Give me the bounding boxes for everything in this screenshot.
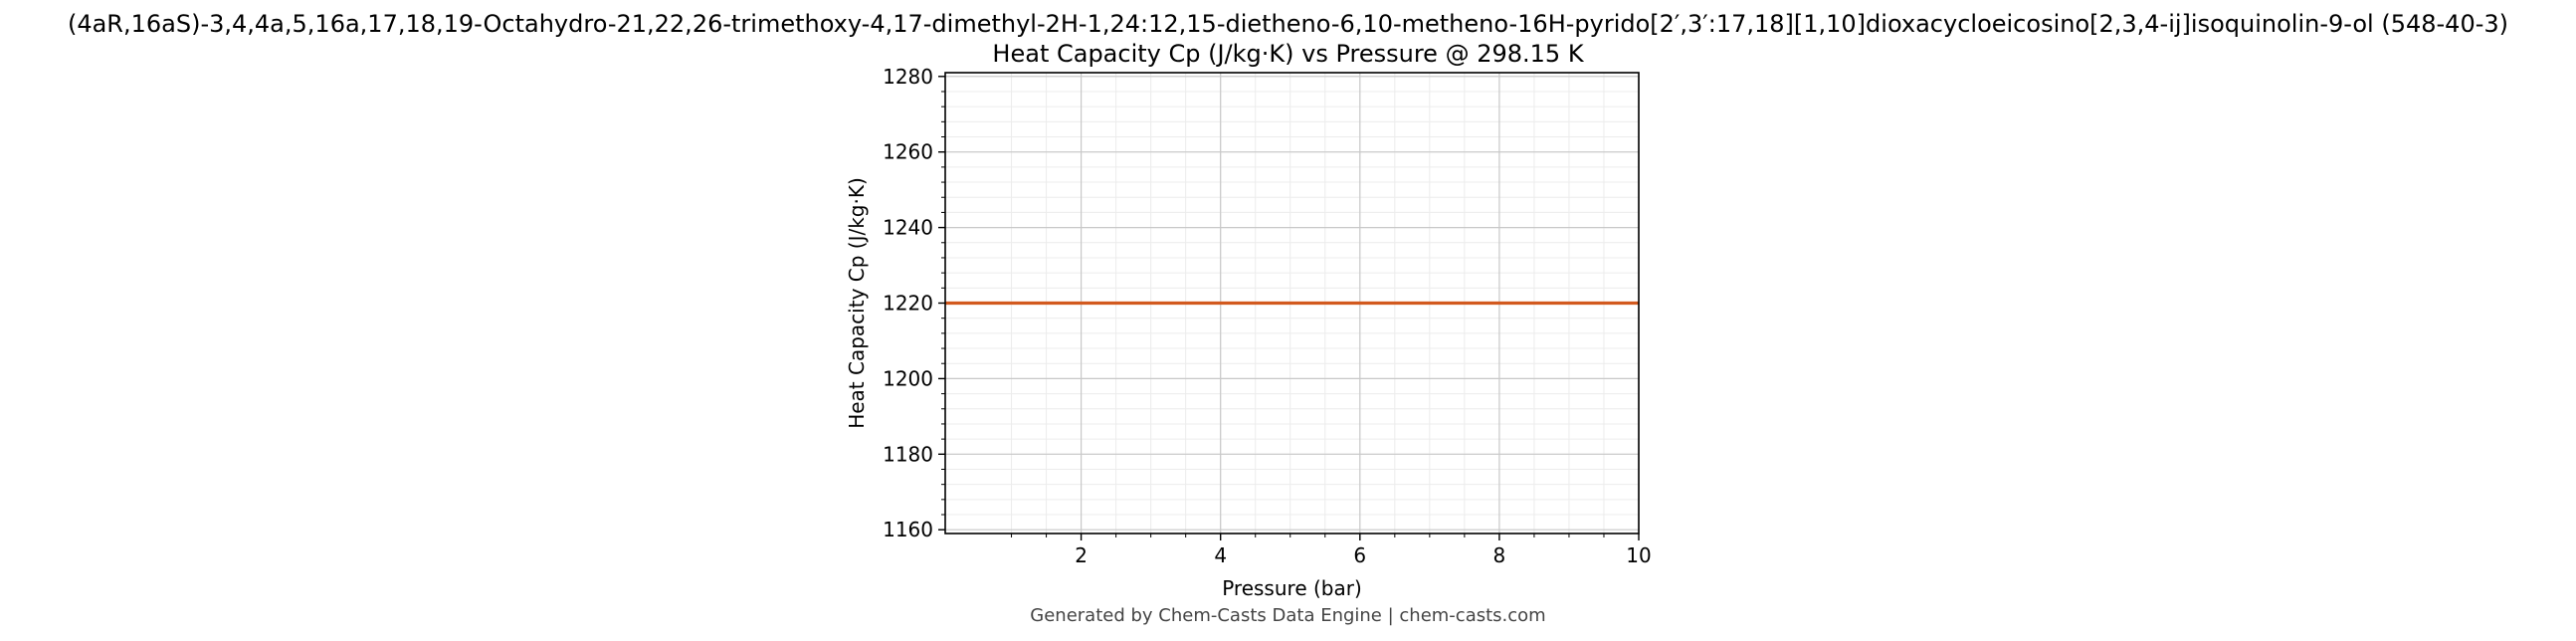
y-tick-label: 1220 bbox=[883, 292, 933, 316]
y-tick-label: 1200 bbox=[883, 366, 933, 390]
y-tick-label: 1240 bbox=[883, 216, 933, 240]
chart-subtitle: Heat Capacity Cp (J/kg·K) vs Pressure @ … bbox=[992, 40, 1584, 68]
y-axis-label: Heat Capacity Cp (J/kg·K) bbox=[845, 177, 869, 429]
y-tick-label: 1280 bbox=[883, 65, 933, 89]
x-tick-label: 2 bbox=[1075, 543, 1088, 567]
x-tick-label: 8 bbox=[1493, 543, 1506, 567]
y-tick-label: 1180 bbox=[883, 442, 933, 466]
y-tick-label: 1260 bbox=[883, 140, 933, 164]
footer-credit: Generated by Chem-Casts Data Engine | ch… bbox=[1030, 605, 1545, 626]
ticks: 2 4 6 8 10 1160 1180 1200 1220 1240 1260 1280 bbox=[883, 65, 1652, 567]
x-tick-label: 10 bbox=[1626, 543, 1651, 567]
x-tick-label: 6 bbox=[1353, 543, 1366, 567]
x-tick-label: 4 bbox=[1214, 543, 1227, 567]
chart-title: (4aR,16aS)-3,4,4a,5,16a,17,18,19-Octahyd… bbox=[68, 10, 2508, 38]
x-axis-label: Pressure (bar) bbox=[1222, 576, 1362, 600]
y-tick-label: 1160 bbox=[883, 518, 933, 541]
